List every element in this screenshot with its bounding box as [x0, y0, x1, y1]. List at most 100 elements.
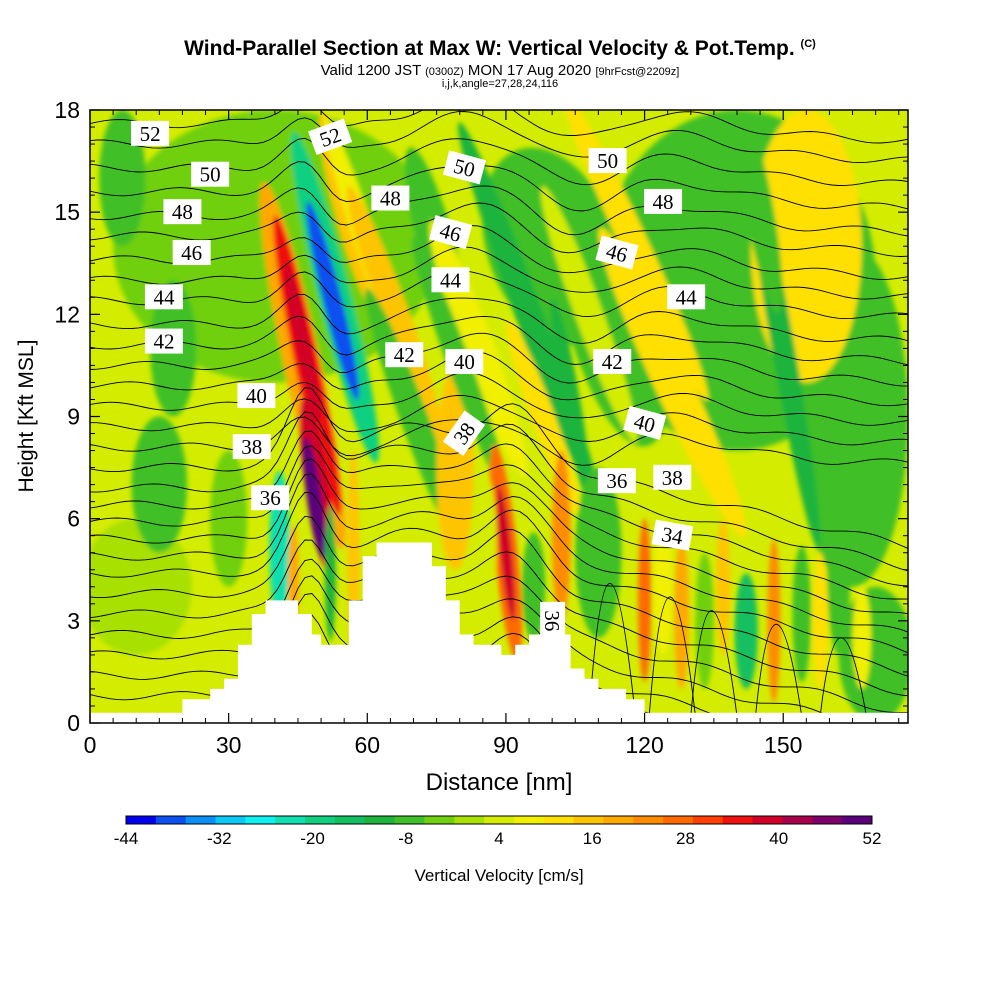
velocity-cell-55: [210, 450, 248, 587]
x-tick-label: 150: [764, 732, 802, 758]
colorbar-swatch: [185, 816, 217, 824]
theta-label-text: 42: [153, 330, 174, 354]
theta-label-box: [442, 410, 486, 456]
colorbar-swatch: [573, 816, 604, 824]
colorbar-swatch: [603, 816, 634, 824]
theta-label-17: 40: [237, 383, 276, 409]
x-tick-label: 120: [625, 732, 663, 758]
colorbar: -44 -32 -20 -8 4 16 28 40 52: [114, 815, 882, 848]
velocity-cell-40: [653, 518, 673, 655]
theta-label-text: 44: [153, 285, 175, 309]
theta-label-10: 46: [595, 235, 639, 270]
theta-label-text: 34: [660, 522, 685, 549]
x-tick-label: 60: [354, 732, 380, 758]
theta-contour-19: [90, 445, 908, 600]
theta-label-box: [172, 240, 211, 266]
theta-label-box: [163, 199, 202, 225]
theta-label-text: 36: [540, 610, 564, 631]
vertical-velocity-field: [90, 110, 908, 723]
chart-title: Wind-Parallel Section at Max W: Vertical…: [0, 37, 1000, 61]
velocity-cell-39: [598, 227, 747, 537]
theta-label-26: 34: [651, 519, 694, 551]
theta-contour-4: [90, 185, 908, 237]
theta-contour-13: [90, 372, 908, 426]
theta-label-text: 50: [200, 163, 221, 187]
chart-title-text: Wind-Parallel Section at Max W: Vertical…: [184, 37, 795, 60]
velocity-cell-29: [478, 477, 497, 615]
valid-time: Valid 1200 JST: [320, 62, 421, 79]
theta-label-text: 40: [454, 350, 475, 374]
colorbar-swatch: [334, 816, 366, 824]
theta-label-box: [429, 215, 473, 250]
theta-contour-21: [90, 473, 908, 633]
colorbar-swatch: [663, 816, 694, 824]
theta-label-box: [667, 284, 706, 310]
theta-label-box: [371, 185, 410, 211]
theta-label-box: [593, 349, 632, 375]
theta-contour-25: [90, 558, 908, 714]
colorbar-swatch: [752, 816, 783, 824]
theta-label-text: 44: [440, 268, 462, 292]
colorbar-swatch: [842, 816, 873, 824]
theta-label-text: 40: [246, 384, 267, 408]
theta-contour-18: [90, 430, 908, 587]
theta-label-2: 50: [191, 161, 230, 187]
theta-label-3: 50: [442, 150, 487, 185]
colorbar-swatch: [484, 816, 515, 824]
velocity-cell-6: [90, 518, 192, 655]
forecast-info: [9hrFcst@2209z]: [595, 66, 680, 78]
theta-label-text: 46: [181, 241, 202, 265]
theta-label-box: [651, 519, 694, 551]
theta-label-0: 52: [131, 120, 170, 146]
theta-label-box: [131, 120, 170, 146]
valid-utc: (0300Z): [425, 66, 464, 78]
theta-label-11: 44: [144, 284, 183, 310]
theta-label-box: [588, 148, 627, 174]
theta-label-23: 36: [251, 485, 290, 511]
velocity-cell-37: [575, 467, 622, 638]
colorbar-tick-label: 28: [676, 829, 695, 848]
velocity-cell-34: [540, 186, 638, 443]
theta-contour-12: [90, 351, 908, 407]
theta-label-box: [308, 118, 353, 156]
colorbar-tick-label: 16: [583, 829, 602, 848]
theta-label-14: 42: [144, 328, 183, 354]
colorbar-tick-label: 52: [863, 829, 882, 848]
theta-label-box: [540, 601, 566, 640]
theta-label-box: [445, 349, 484, 375]
velocity-cell-46: [792, 545, 811, 683]
x-axis: 0 30 60 90 120 150: [84, 110, 900, 758]
theta-contour-5: [90, 202, 908, 257]
colorbar-label: Vertical Velocity [cm/s]: [414, 866, 583, 885]
grid-meta: i,j,k,angle=27,28,24,116: [441, 78, 559, 90]
colorbar-swatch: [215, 816, 246, 824]
y-tick-label: 6: [67, 506, 80, 532]
colorbar-tick-label: -20: [300, 829, 325, 848]
theta-label-text: 42: [602, 350, 623, 374]
velocity-cell-47: [812, 552, 828, 689]
theta-label-box: [144, 328, 183, 354]
velocity-cell-21: [346, 186, 444, 443]
velocity-cell-41: [674, 539, 689, 689]
theta-dome-contour-0: [588, 582, 636, 717]
theta-label-24: 36: [597, 468, 636, 494]
theta-contour-17: [90, 411, 908, 572]
theta-label-box: [442, 150, 487, 185]
y-tick-label: 12: [54, 301, 80, 327]
theta-contour-3: [90, 161, 908, 212]
colorbar-tick-label: 4: [494, 829, 503, 848]
velocity-cell-49: [852, 586, 872, 689]
theta-label-box: [653, 464, 692, 490]
theta-label-12: 44: [431, 267, 470, 293]
theta-label-box: [385, 342, 424, 368]
colorbar-swatch: [155, 816, 187, 824]
velocity-cell-7: [838, 586, 908, 723]
colorbar-swatch: [126, 816, 157, 824]
theta-contour-9: [90, 294, 908, 344]
velocity-cell-32: [552, 450, 571, 621]
theta-label-text: 48: [380, 187, 401, 211]
theta-label-22: 38: [653, 464, 692, 490]
theta-contour-16: [90, 387, 908, 549]
colorbar-swatch: [364, 816, 396, 824]
